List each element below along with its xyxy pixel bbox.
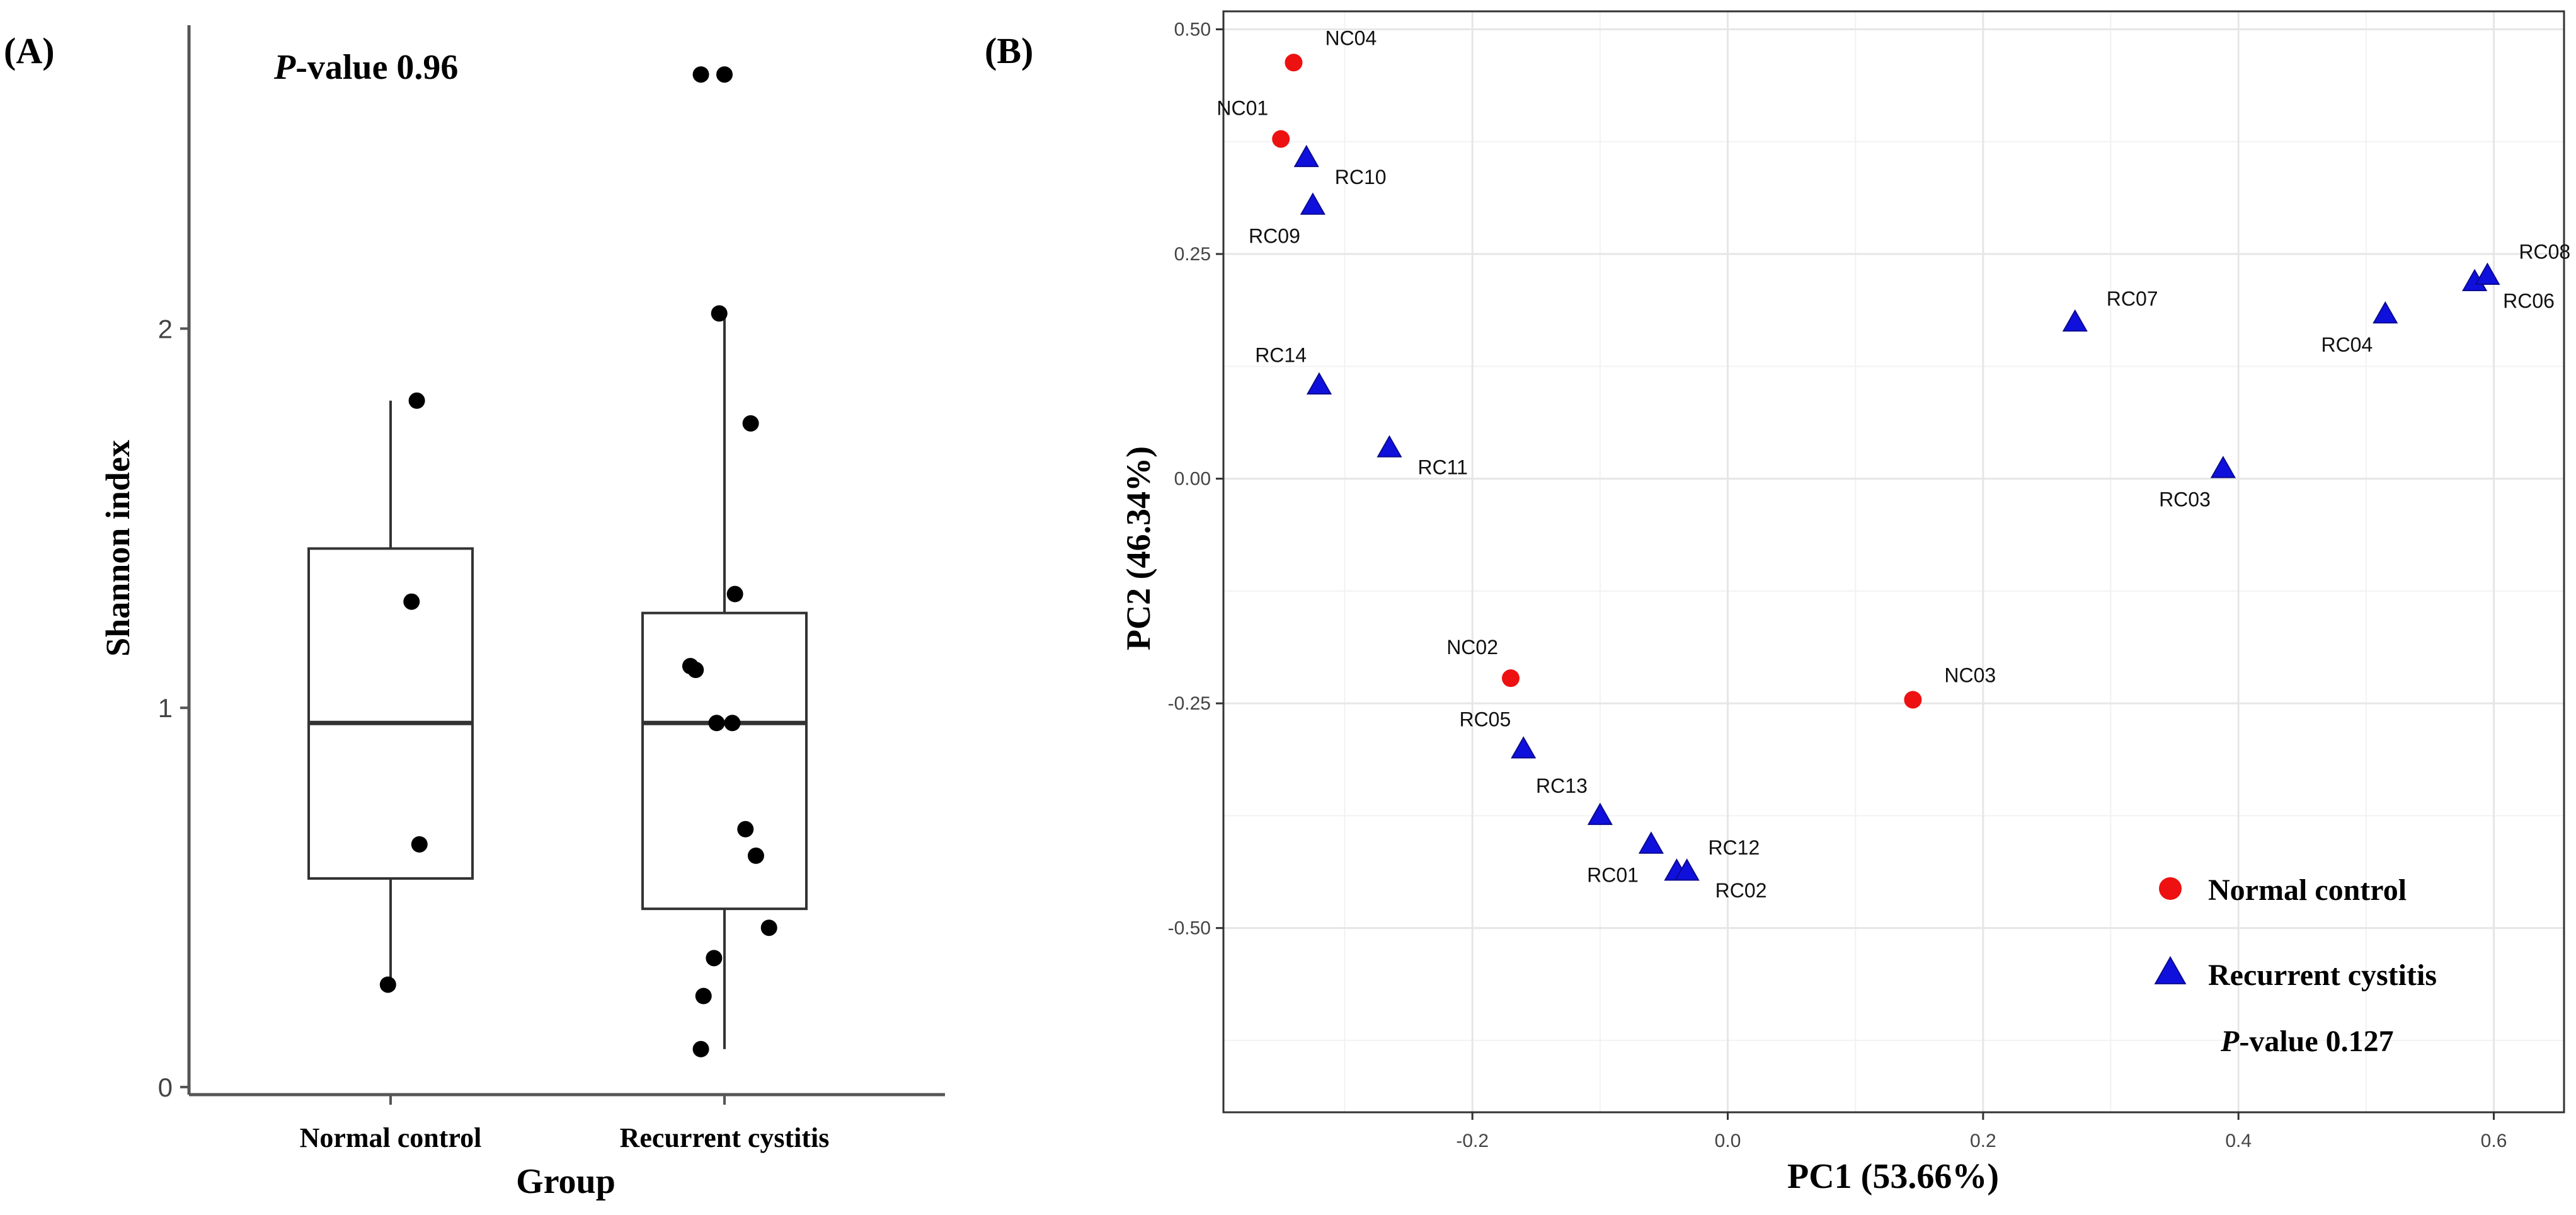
panel-a-data-point	[742, 415, 759, 432]
panel-b-point-label: RC07	[2107, 287, 2158, 310]
panel-a-xtick-label: Normal control	[300, 1122, 482, 1153]
panel-a-box	[307, 400, 474, 985]
panel-a-box-iqr	[307, 547, 474, 880]
panel-b-xtick-label: 0.6	[2481, 1131, 2507, 1151]
panel-b-ytick-label: -0.25	[1168, 693, 1211, 714]
panel-b-legend-key-recurrent-cystitis	[2154, 956, 2187, 984]
panel-b-xtick-label: 0.0	[1715, 1131, 1741, 1151]
panel-a-data-point	[724, 715, 741, 732]
panel-a-xlabel: Group	[516, 1162, 615, 1201]
panel-a-box-iqr	[641, 611, 808, 911]
panel-b-point-label: NC01	[1216, 97, 1268, 120]
panel-b-point-rc07	[2062, 309, 2088, 332]
panel-a-ytick-label: 0	[158, 1073, 173, 1102]
panel-b-point-label: RC14	[1255, 344, 1307, 367]
panel-a-data-point	[695, 988, 712, 1005]
panel-b-point-label: NC04	[1325, 26, 1377, 49]
panel-b-xtick-label: 0.4	[2225, 1131, 2252, 1151]
panel-a-data-point	[760, 919, 777, 936]
panel-a-data-point	[708, 715, 725, 732]
panel-b-point-nc02	[1502, 669, 1520, 688]
panel-a-data-point	[692, 66, 709, 83]
panel-b-point-rc03	[2210, 456, 2236, 478]
panel-a-data-point	[692, 1040, 709, 1057]
panel-b-pvalue-rest: -value 0.127	[2239, 1025, 2393, 1058]
panel-a-data-point	[379, 976, 396, 993]
panel-b-point-rc08	[2475, 262, 2500, 285]
panel-b-legend-label: Normal control	[2208, 873, 2407, 907]
panel-b-point-rc10	[1293, 144, 1319, 168]
panel-a-ytick-label: 2	[158, 314, 173, 343]
panel-b-ytick-label: -0.50	[1168, 918, 1211, 939]
panel-b-point-label: RC12	[1708, 836, 1760, 859]
panel-b-point-label: NC03	[1944, 664, 1996, 686]
panel-a-data-point	[687, 662, 704, 679]
panel-a-data-point	[706, 950, 723, 967]
panel-a-pvalue-rest: -value 0.96	[295, 48, 458, 87]
panel-b-point-label: RC03	[2159, 488, 2211, 510]
panel-b-label: (B)	[985, 30, 1033, 71]
panel-b-point-label: RC04	[2321, 333, 2373, 356]
panel-a-data-point	[716, 66, 733, 83]
panel-a-boxplot: (A) P-value 0.96 0 1 2 Normal control Recur…	[4, 25, 945, 1201]
panel-a-data-point	[726, 585, 743, 602]
panel-b-xlabel: PC1 (53.66%)	[1787, 1157, 1999, 1196]
panel-b-point-label: RC02	[1715, 879, 1767, 902]
panel-a-data-point	[747, 847, 764, 864]
panel-b-point-label: RC13	[1536, 774, 1588, 797]
panel-b-ytick-label: 0.50	[1174, 20, 1211, 40]
panel-b-xtick-label: 0.2	[1970, 1131, 1996, 1151]
panel-b-point-label: RC09	[1249, 224, 1300, 247]
panel-b-point-nc03	[1904, 691, 1922, 709]
panel-b-point-label: RC10	[1335, 166, 1387, 188]
panel-a-data-point	[408, 392, 425, 409]
panel-b-pvalue: P-value 0.127	[2220, 1025, 2394, 1058]
panel-b-point-label: RC11	[1417, 456, 1467, 479]
panel-b-point-rc09	[1300, 192, 1325, 215]
panel-b-point-nc01	[1272, 130, 1290, 148]
panel-b-point-nc04	[1285, 54, 1303, 72]
panel-a-box	[641, 309, 808, 1049]
panel-b-point-rc01	[1638, 831, 1664, 854]
panel-b-plot-border	[1222, 10, 2565, 1114]
panel-b-point-rc14	[1306, 372, 1332, 394]
panel-a-ytick-label: 1	[158, 693, 173, 723]
panel-b-pca: (B) -0.2 0.0 0.2 0.4 0.6 -0.50 -0.25 0.00 0.25 0.…	[985, 10, 2570, 1196]
panel-a-pvalue-italic: P	[273, 48, 296, 87]
panel-a-pvalue: P-value 0.96	[273, 48, 458, 87]
panel-a-label: (A)	[4, 30, 55, 71]
panel-a-ylabel: Shannon index	[99, 440, 137, 657]
panel-b-point-label: RC08	[2519, 241, 2570, 263]
panel-b-point-label: RC06	[2503, 290, 2555, 313]
panel-b-ytick-label: 0.25	[1174, 244, 1211, 265]
panel-b-point-rc05	[1511, 736, 1537, 759]
panel-b-ytick-label: 0.00	[1174, 469, 1211, 490]
panel-b-legend: Normal control Recurrent cystitis	[2154, 873, 2437, 992]
panel-a-data-point	[411, 836, 428, 853]
panel-a-data-point	[403, 593, 420, 610]
panel-b-point-rc13	[1587, 802, 1613, 826]
panel-a-xtick-label: Recurrent cystitis	[620, 1122, 830, 1153]
panel-a-data-point	[737, 821, 754, 838]
panel-b-point-label: RC01	[1587, 863, 1639, 886]
panel-b-ylabel: PC2 (46.34%)	[1119, 446, 1157, 650]
panel-b-point-rc11	[1377, 435, 1402, 458]
panel-b-point-label: RC05	[1459, 708, 1511, 730]
panel-b-point-rc02	[1674, 858, 1700, 881]
panel-b-xtick-label: -0.2	[1456, 1131, 1489, 1151]
panel-b-legend-label: Recurrent cystitis	[2208, 959, 2437, 992]
panel-a-data-point	[711, 305, 728, 322]
panel-b-pvalue-italic: P	[2220, 1025, 2240, 1058]
panel-b-point-rc04	[2373, 301, 2398, 324]
panel-b-point-label: NC02	[1446, 636, 1498, 659]
panel-b-legend-key-normal-control	[2159, 877, 2182, 900]
